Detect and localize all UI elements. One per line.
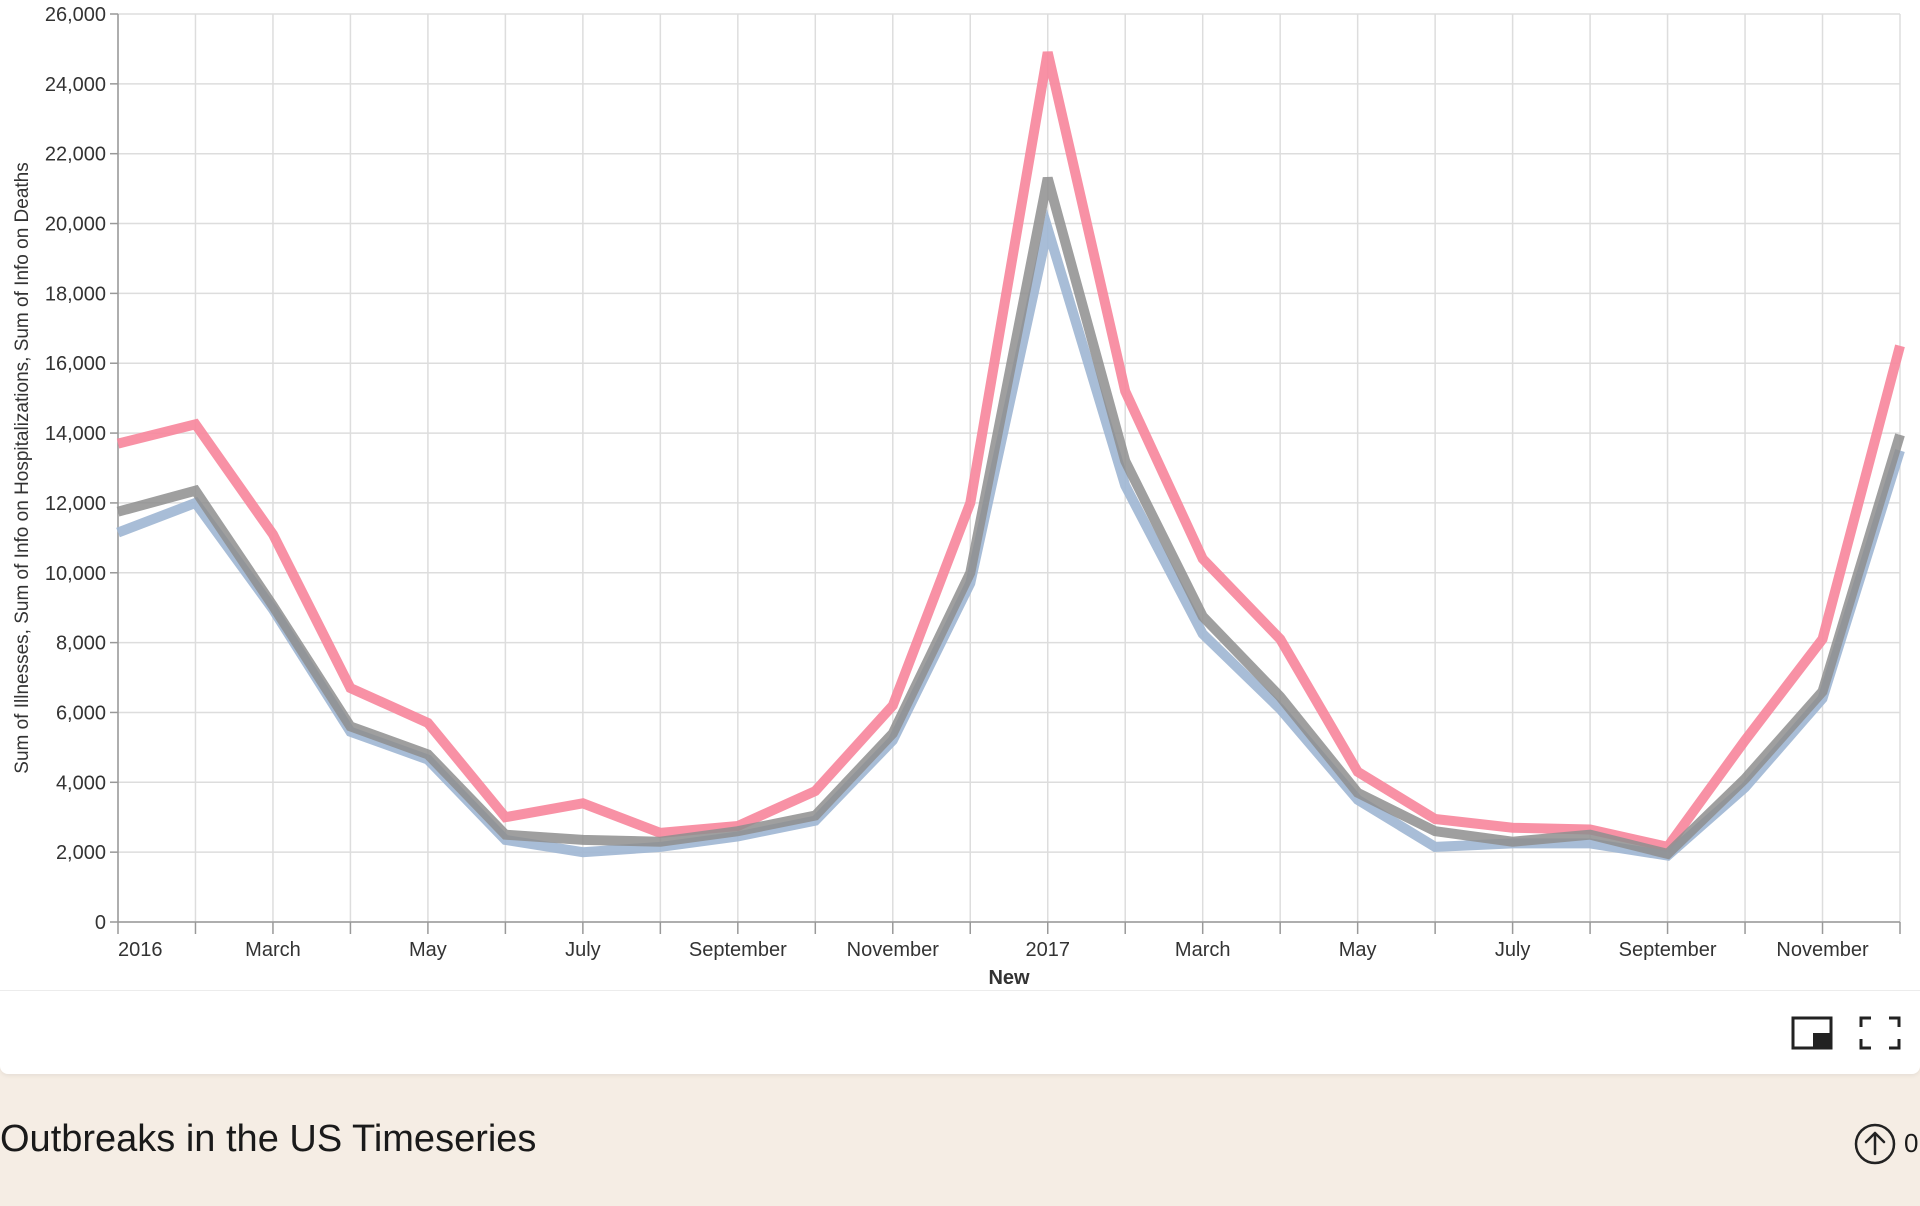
y-tick-label: 14,000 xyxy=(45,423,106,445)
x-tick-label: May xyxy=(1339,939,1377,961)
x-tick-label: May xyxy=(409,939,447,961)
y-tick-label: 2,000 xyxy=(56,842,106,864)
x-axis-title: New xyxy=(988,967,1030,989)
x-tick-label: November xyxy=(1776,939,1869,961)
x-tick-label: March xyxy=(1175,939,1231,961)
y-tick-label: 24,000 xyxy=(45,74,106,96)
x-tick-label: 2017 xyxy=(1025,939,1070,961)
arrow-up-circle-icon xyxy=(1854,1123,1896,1165)
grid xyxy=(117,13,1901,923)
y-tick-label: 8,000 xyxy=(56,633,106,655)
x-tick-label: September xyxy=(1619,939,1717,961)
chart-card: 0 2,000 4,000 6,000 8,000 10,000 12,000 14,000 1… xyxy=(0,0,1920,1074)
y-tick-label: 18,000 xyxy=(45,283,106,305)
y-tick-label: 22,000 xyxy=(45,144,106,166)
picture-in-picture-button[interactable] xyxy=(1787,1012,1837,1054)
series-lines xyxy=(116,51,1905,861)
page-title: Outbreaks in the US Timeseries xyxy=(0,1118,537,1160)
y-tick-label: 4,000 xyxy=(56,772,106,794)
y-tick-label: 20,000 xyxy=(45,214,106,236)
y-tick-label: 26,000 xyxy=(45,4,106,26)
series-line-3 xyxy=(116,176,1905,860)
x-tick-label: 2016 xyxy=(118,939,163,961)
x-tick-label: July xyxy=(565,939,601,961)
x-tick-label: July xyxy=(1495,939,1531,961)
x-tick-label: September xyxy=(689,939,787,961)
y-tick-label: 10,000 xyxy=(45,563,106,585)
upvote-button[interactable] xyxy=(1853,1122,1897,1166)
series-line-2 xyxy=(116,208,1905,861)
series-line-1 xyxy=(116,51,1905,853)
y-tick-label: 0 xyxy=(95,912,106,934)
fullscreen-button[interactable] xyxy=(1855,1012,1905,1054)
axes: 0 2,000 4,000 6,000 8,000 10,000 12,000 14,000 1… xyxy=(45,4,1901,961)
fullscreen-icon xyxy=(1859,1016,1901,1050)
y-axis-title: Sum of Illnesses, Sum of Info on Hospita… xyxy=(12,162,33,773)
vote-count: 0 xyxy=(1904,1128,1919,1158)
toolbar-divider xyxy=(0,990,1920,991)
picture-in-picture-icon xyxy=(1791,1016,1833,1050)
y-tick-label: 16,000 xyxy=(45,353,106,375)
y-tick-label: 6,000 xyxy=(56,702,106,724)
x-tick-label: November xyxy=(847,939,940,961)
y-tick-label: 12,000 xyxy=(45,493,106,515)
x-tick-label: March xyxy=(245,939,301,961)
line-chart: 0 2,000 4,000 6,000 8,000 10,000 12,000 14,000 1… xyxy=(12,4,1905,989)
